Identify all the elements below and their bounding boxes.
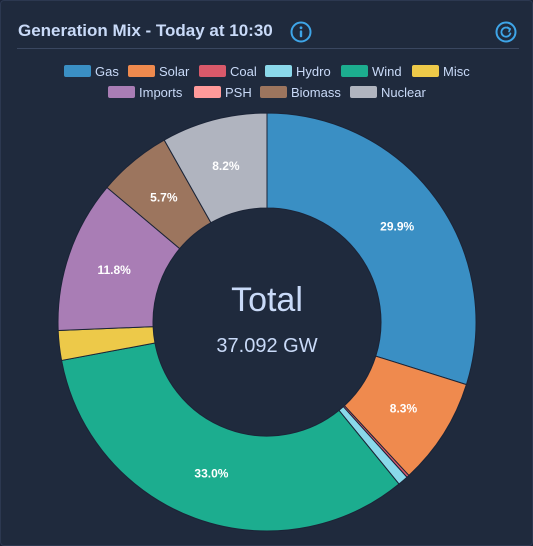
chart-slice-labels: 29.9% 8.3% 33.0% 11.8% 5.7% 8.2% <box>97 159 417 481</box>
legend-item-imports[interactable]: Imports <box>108 85 183 100</box>
legend-swatch-solar <box>128 65 155 77</box>
legend-label-solar: Solar <box>159 64 190 79</box>
donut-chart: Gas Solar Coal Hydro Wind Misc Imports PSH Bioma… <box>57 64 477 532</box>
legend-swatch-psh <box>194 86 221 98</box>
legend-label-imports: Imports <box>139 85 183 100</box>
legend-item-hydro[interactable]: Hydro <box>265 64 331 79</box>
legend-item-coal[interactable]: Coal <box>199 64 257 79</box>
slice-label-solar: 8.3% <box>390 401 418 415</box>
refresh-icon[interactable] <box>495 21 517 43</box>
legend-item-biomass[interactable]: Biomass <box>260 85 341 100</box>
legend-label-gas: Gas <box>95 64 119 79</box>
legend-item-psh[interactable]: PSH <box>194 85 252 100</box>
legend-swatch-wind <box>341 65 368 77</box>
slice-wind[interactable] <box>60 342 400 532</box>
legend-label-hydro: Hydro <box>296 64 331 79</box>
legend-label-biomass: Biomass <box>291 85 341 100</box>
chart-slices <box>57 112 477 532</box>
legend-label-misc: Misc <box>443 64 470 79</box>
slice-label-wind: 33.0% <box>194 467 228 481</box>
legend-swatch-coal <box>199 65 226 77</box>
legend-item-solar[interactable]: Solar <box>128 64 190 79</box>
legend-label-coal: Coal <box>230 64 257 79</box>
legend-swatch-misc <box>412 65 439 77</box>
slice-nuclear[interactable] <box>163 112 268 224</box>
legend-swatch-nuclear <box>350 86 377 98</box>
slice-label-imports: 11.8% <box>97 263 131 277</box>
legend-label-psh: PSH <box>225 85 252 100</box>
legend-item-nuclear[interactable]: Nuclear <box>350 85 426 100</box>
donut-center-title: Total <box>231 281 303 319</box>
slice-label-biomass: 5.7% <box>150 191 178 205</box>
legend-swatch-hydro <box>265 65 292 77</box>
legend-swatch-biomass <box>260 86 287 98</box>
legend-label-nuclear: Nuclear <box>381 85 426 100</box>
legend-swatch-imports <box>108 86 135 98</box>
info-icon[interactable] <box>290 21 312 43</box>
panel-header: Generation Mix - Today at 10:30 <box>1 1 532 49</box>
slice-gas[interactable] <box>266 112 477 386</box>
legend-item-misc[interactable]: Misc <box>412 64 470 79</box>
legend-swatch-gas <box>64 65 91 77</box>
legend-item-wind[interactable]: Wind <box>341 64 402 79</box>
panel-title: Generation Mix - Today at 10:30 <box>18 21 273 40</box>
legend-item-gas[interactable]: Gas <box>64 64 119 79</box>
chart-legend: Gas Solar Coal Hydro Wind Misc Imports PSH Bioma… <box>64 64 470 100</box>
donut-center-value: 37.092 GW <box>216 335 317 357</box>
legend-label-wind: Wind <box>372 64 402 79</box>
header-divider <box>17 48 519 49</box>
slice-label-gas: 29.9% <box>380 219 414 233</box>
slice-label-nuclear: 8.2% <box>212 159 240 173</box>
